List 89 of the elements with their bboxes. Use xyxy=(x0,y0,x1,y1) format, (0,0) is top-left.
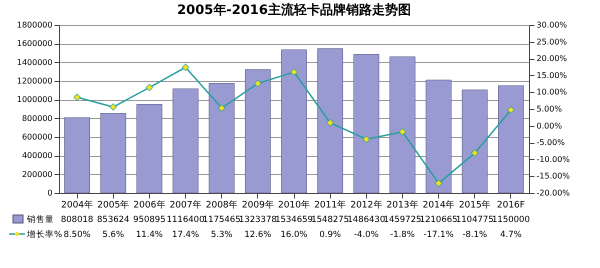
point xyxy=(182,64,190,71)
x-tick-label: 2011年 xyxy=(314,200,346,210)
y-tick-label: 1400000 xyxy=(16,58,52,67)
y-tick-label: 1000000 xyxy=(16,95,52,104)
y2-tick-label: 0.00% xyxy=(536,121,562,130)
bar xyxy=(136,104,162,194)
y-tick-label: 0 xyxy=(47,188,52,198)
x-tick-label: 2013年 xyxy=(386,200,418,210)
x-tick-label: 2005年 xyxy=(97,200,130,210)
bar xyxy=(100,113,126,194)
point xyxy=(110,103,117,111)
x-tick-label: 2016F xyxy=(496,200,525,210)
y2-tick-label: 15.00% xyxy=(536,70,568,80)
y2-tick-label: 25.00% xyxy=(536,37,568,46)
x-tick-label: 2004年 xyxy=(61,200,94,210)
data-label: 950895 xyxy=(133,215,166,225)
data-label: -8.1% xyxy=(462,230,488,240)
bar xyxy=(281,50,307,194)
bar xyxy=(208,83,235,194)
y-tick-label: 1200000 xyxy=(16,76,52,86)
bar xyxy=(353,54,380,194)
point xyxy=(362,136,370,143)
bar xyxy=(172,88,198,194)
y2-tick-label: -20.00% xyxy=(536,188,570,198)
data-label: -4.0% xyxy=(354,230,379,240)
data-label: 1323378 xyxy=(238,215,277,225)
data-label: 5.6% xyxy=(102,230,124,240)
point xyxy=(326,119,334,126)
data-label: 16.0% xyxy=(280,230,308,240)
x-tick-label: 2009年 xyxy=(242,200,274,210)
bar xyxy=(390,56,416,194)
data-label: 4.7% xyxy=(500,230,522,240)
bar xyxy=(498,85,524,194)
data-label: 1459725 xyxy=(384,215,422,225)
y2-tick-label: 30.00% xyxy=(536,20,568,30)
x-tick-label: 2015年 xyxy=(458,200,491,210)
legend-label: 销售量 xyxy=(26,214,54,225)
y2-tick-label: -15.00% xyxy=(536,172,570,181)
point xyxy=(398,128,406,136)
bar xyxy=(462,90,488,194)
data-label: 11.4% xyxy=(136,230,163,240)
x-tick-label: 2007年 xyxy=(170,200,202,210)
y-tick-label: 1600000 xyxy=(16,39,52,48)
data-label: 853624 xyxy=(97,215,130,225)
bar xyxy=(426,80,452,194)
data-label: 1104775 xyxy=(456,215,494,225)
point xyxy=(218,104,226,112)
bar xyxy=(64,117,90,194)
data-label: 1175465 xyxy=(202,215,241,225)
x-tick-label: 2008年 xyxy=(206,200,238,210)
y2-tick-label: 20.00% xyxy=(536,54,568,64)
point xyxy=(146,84,154,92)
y-tick-label: 200000 xyxy=(22,170,52,179)
point xyxy=(471,149,478,157)
chart-title: 2005年-2016主流轻卡品牌销路走势图 xyxy=(177,2,411,18)
bar xyxy=(244,69,271,194)
point xyxy=(254,80,262,88)
data-label: 5.3% xyxy=(210,230,232,240)
x-tick-label: 2010年 xyxy=(278,200,310,210)
y-tick-label: 600000 xyxy=(22,132,52,142)
data-label: 0.9% xyxy=(319,230,341,240)
point xyxy=(507,106,515,114)
x-tick-label: 2014年 xyxy=(422,200,455,210)
bar xyxy=(317,48,344,194)
point xyxy=(434,180,442,187)
data-label: 1486430 xyxy=(347,215,386,225)
data-label: 1210665 xyxy=(420,215,458,225)
data-label: 8.50% xyxy=(64,230,91,240)
x-tick-label: 2012年 xyxy=(350,200,382,210)
data-label: 808018 xyxy=(60,215,94,225)
data-label: 1150000 xyxy=(492,215,530,225)
data-label: 1534659 xyxy=(275,215,313,225)
point xyxy=(73,94,81,101)
data-label: 1548275 xyxy=(311,215,350,225)
y2-tick-label: -10.00% xyxy=(536,154,570,164)
data-label: 17.4% xyxy=(172,230,200,240)
point xyxy=(290,68,298,76)
data-label: -1.8% xyxy=(390,230,415,240)
y-tick-label: 800000 xyxy=(22,114,52,123)
y2-tick-label: 10.00% xyxy=(536,88,568,97)
y-tick-label: 400000 xyxy=(22,151,52,160)
y2-tick-label: -5.00% xyxy=(536,138,566,148)
x-tick-label: 2006年 xyxy=(133,200,166,210)
y-tick-label: 1800000 xyxy=(16,20,52,30)
data-label: 1116400 xyxy=(166,215,204,225)
y2-tick-label: 5.00% xyxy=(536,104,562,114)
data-label: -17.1% xyxy=(424,230,454,240)
legend-label: 增长率% xyxy=(26,229,62,240)
data-label: 12.6% xyxy=(244,230,272,240)
